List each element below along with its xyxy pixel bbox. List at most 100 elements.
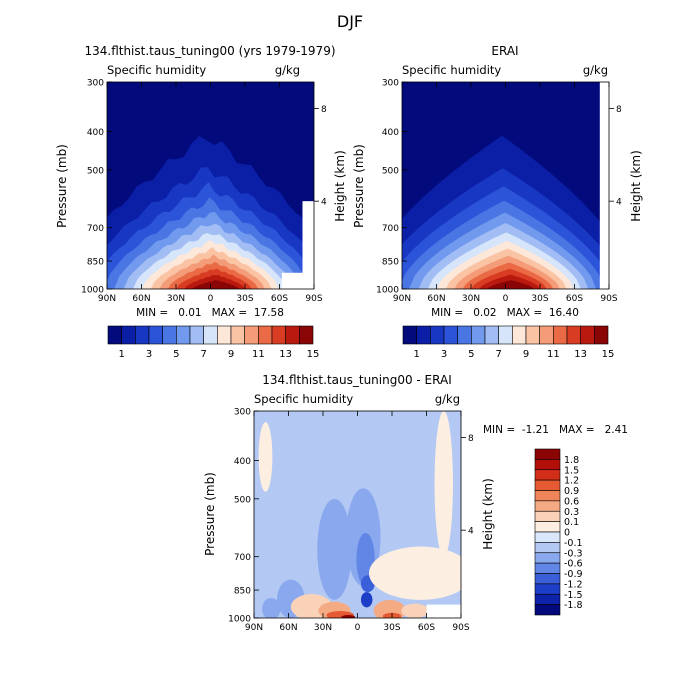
colorbar-box: [135, 325, 150, 345]
colorbar-box: [512, 325, 527, 345]
height-tick-label: 4: [468, 527, 474, 537]
colorbar-box: [525, 325, 540, 345]
colorbar-label: 0.9: [564, 486, 579, 497]
panel-model-axes: 90N 60N 30N 0 30S 60S 90S 300 400 500 700 850 1000 8 4: [81, 79, 327, 305]
colorbar-label: -1.5: [564, 590, 583, 601]
panel-erai-subtitle-right: g/kg: [583, 63, 608, 77]
x-tick-label: 60N: [132, 294, 150, 304]
missing-data-region: [599, 82, 609, 289]
colorbar-box: [534, 510, 561, 522]
panel-model-ylabel-right: Height (km): [333, 150, 347, 221]
x-tick-label: 30N: [167, 294, 185, 304]
panel-model-stats: MIN = 0.01 MAX = 17.58: [136, 307, 284, 319]
colorbar-box: [203, 325, 218, 345]
colorbar-box: [534, 604, 561, 616]
panel-erai-ylabel: Pressure (mb): [352, 144, 366, 228]
anomaly-region: [434, 411, 453, 557]
colorbar-box: [230, 325, 245, 345]
x-tick-label: 90N: [245, 623, 263, 633]
panel-model-colorbar: 1 3 5 7 9 11 13 15: [107, 325, 320, 360]
colorbar-box: [457, 325, 472, 345]
missing-data-region: [426, 604, 461, 618]
panel-model-subtitle-left: Specific humidity: [107, 63, 206, 77]
panel-model-ylabel: Pressure (mb): [55, 144, 69, 228]
x-tick-label: 30N: [462, 294, 480, 304]
y-tick-label: 500: [382, 166, 399, 176]
panel-model: 134.flthist.taus_tuning00 (yrs 1979-1979…: [55, 44, 347, 360]
missing-data-region: [302, 201, 314, 289]
anomaly-region: [369, 546, 461, 600]
colorbar-box: [244, 325, 259, 345]
colorbar-label: 7: [200, 349, 206, 360]
panel-diff-subtitle-right: g/kg: [435, 392, 460, 406]
colorbar-box: [534, 583, 561, 595]
colorbar-box: [430, 325, 445, 345]
y-tick-label: 850: [234, 587, 251, 597]
y-tick-label: 300: [234, 408, 251, 418]
x-tick-label: 60N: [279, 623, 297, 633]
x-tick-label: 30N: [314, 623, 332, 633]
colorbar-box: [534, 552, 561, 564]
panel-diff: 134.flthist.taus_tuning00 - ERAI Specifi…: [203, 373, 628, 633]
colorbar-label: 3: [441, 349, 447, 360]
colorbar-label: -0.6: [564, 559, 583, 570]
panel-diff-title: 134.flthist.taus_tuning00 - ERAI: [262, 373, 452, 387]
panel-diff-ylabel-right: Height (km): [481, 478, 495, 549]
colorbar-box: [534, 490, 561, 502]
x-tick-label: 90S: [305, 294, 322, 304]
colorbar-box: [416, 325, 431, 345]
colorbar-box: [539, 325, 554, 345]
panel-model-contour-fill: [107, 82, 314, 289]
y-tick-label: 1000: [228, 615, 251, 625]
panel-erai-contour-fill: [402, 82, 609, 289]
x-tick-label: 90N: [393, 294, 411, 304]
colorbar-label: 15: [602, 349, 615, 360]
colorbar-label: 1: [118, 349, 124, 360]
colorbar-label: 11: [547, 349, 560, 360]
colorbar-label: -1.2: [564, 579, 583, 590]
colorbar-box: [534, 448, 561, 460]
x-tick-label: 30S: [531, 294, 548, 304]
colorbar-label: 5: [468, 349, 474, 360]
colorbar-box: [534, 479, 561, 491]
panel-erai-axes: 90N 60N 30N 0 30S 60S 90S 300 400 500 700 850 1000 8 4: [376, 79, 622, 305]
colorbar-box: [271, 325, 286, 345]
colorbar-label: 15: [307, 349, 320, 360]
colorbar-label: 9: [228, 349, 234, 360]
x-tick-label: 60S: [271, 294, 288, 304]
colorbar-box: [553, 325, 568, 345]
colorbar-box: [534, 469, 561, 481]
panel-diff-axes: 90N 60N 30N 0 30S 60S 90S 300 400 500 700 850 1000 8 4: [228, 408, 474, 634]
colorbar-box: [148, 325, 163, 345]
panel-diff-stats: MIN = -1.21 MAX = 2.41: [483, 424, 628, 436]
panel-erai-title: ERAI: [491, 44, 518, 58]
colorbar-label: 1.5: [564, 465, 579, 476]
x-tick-label: 90S: [452, 623, 469, 633]
y-tick-label: 300: [87, 79, 104, 89]
height-tick-label: 8: [468, 434, 474, 444]
x-tick-label: 60N: [427, 294, 445, 304]
anomaly-region: [401, 603, 429, 618]
colorbar-label: -0.1: [564, 538, 583, 549]
colorbar-box: [594, 325, 609, 345]
colorbar-box: [534, 531, 561, 543]
contour-level-14: [487, 280, 534, 289]
y-tick-label: 1000: [81, 286, 104, 296]
colorbar-box: [162, 325, 177, 345]
y-tick-label: 850: [382, 258, 399, 268]
panel-diff-contour-fill: [254, 411, 461, 618]
x-tick-label: 90S: [600, 294, 617, 304]
panel-diff-colorbar: 1.81.51.20.90.60.30.10-0.1-0.3-0.6-0.9-1…: [534, 448, 583, 616]
colorbar-box: [498, 325, 513, 345]
colorbar-label: 13: [279, 349, 292, 360]
colorbar-box: [534, 459, 561, 471]
colorbar-label: 7: [495, 349, 501, 360]
colorbar-box: [402, 325, 417, 345]
colorbar-label: 1: [413, 349, 419, 360]
y-tick-label: 850: [87, 258, 104, 268]
colorbar-box: [258, 325, 273, 345]
anomaly-region: [360, 592, 373, 608]
y-tick-label: 500: [87, 166, 104, 176]
panel-erai-subtitle-left: Specific humidity: [402, 63, 501, 77]
contour-level-14: [192, 280, 239, 289]
